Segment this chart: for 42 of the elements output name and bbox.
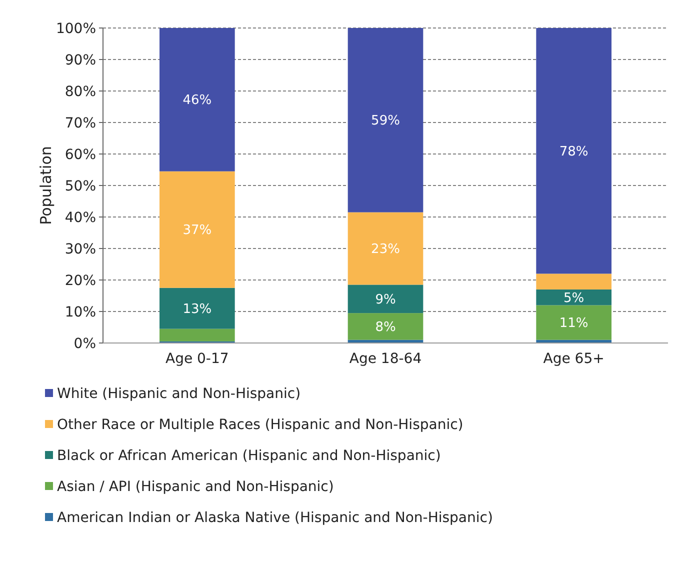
data-label: 5% [564, 290, 584, 306]
bar [536, 289, 612, 306]
y-tick-label: 80% [64, 84, 96, 100]
bar [536, 28, 612, 274]
legend-label: Asian / API (Hispanic and Non-Hispanic) [57, 478, 334, 495]
data-label: 46% [182, 93, 212, 108]
legend-label: White (Hispanic and Non-Hispanic) [57, 386, 301, 402]
data-label: 8% [375, 320, 396, 336]
y-tick-label: 90% [64, 52, 96, 68]
bar [536, 274, 612, 290]
y-tick-label: 70% [64, 115, 96, 132]
data-label: 9% [375, 292, 396, 308]
x-tick-label: Age 65+ [543, 351, 604, 367]
data-label: 23% [371, 242, 400, 258]
data-label: 11% [559, 316, 588, 332]
data-label: 37% [182, 223, 212, 238]
y-tick-label: 40% [64, 210, 96, 226]
data-label: 13% [182, 302, 212, 317]
y-tick-label: 0% [74, 336, 96, 352]
bar [348, 28, 424, 212]
data-label: 78% [559, 144, 588, 160]
data-label: 59% [371, 114, 400, 129]
y-tick-label: 50% [64, 178, 96, 194]
bar [536, 305, 612, 340]
x-tick-label: Age 18-64 [349, 351, 422, 367]
legend-label: Other Race or Multiple Races (Hispanic and Non-Hispanic) [57, 416, 464, 433]
y-axis-title: Population [37, 146, 55, 225]
y-tick-label: 100% [56, 20, 96, 37]
bar [348, 284, 424, 314]
bar [348, 313, 424, 340]
legend-label: American Indian or Alaska Native (Hispanic and Non-Hispanic) [57, 510, 493, 526]
bar [160, 328, 235, 342]
legend-label: Black or African American (Hispanic and Non-Hispanic) [57, 448, 441, 464]
bar [160, 288, 235, 329]
y-tick-label: 60% [64, 146, 96, 163]
bar [348, 212, 424, 285]
y-tick-label: 20% [64, 272, 96, 289]
y-tick-label: 30% [64, 241, 96, 258]
x-tick-label: Age 0-17 [166, 351, 229, 367]
bar [160, 28, 235, 172]
bar [160, 171, 235, 288]
y-tick-label: 10% [64, 304, 96, 320]
